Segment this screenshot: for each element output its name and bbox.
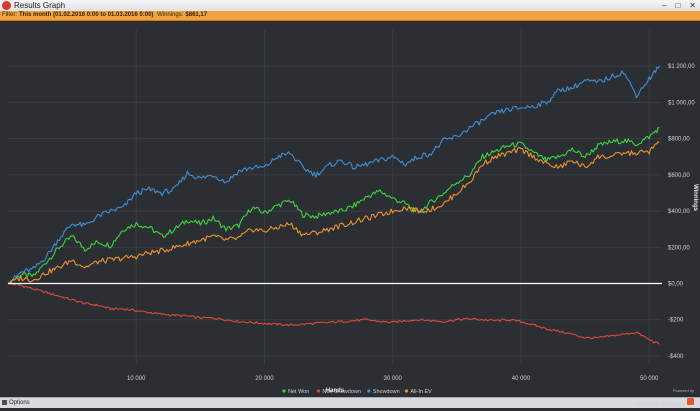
legend-marker xyxy=(282,389,286,393)
y-tick-label: $200,00 xyxy=(668,245,690,251)
y-tick-label: $1 000,00 xyxy=(668,100,695,106)
maximize-button[interactable]: □ xyxy=(675,1,681,10)
legend-label: Showdown xyxy=(373,389,400,395)
series-line-net-won xyxy=(7,126,660,284)
legend-marker xyxy=(367,389,371,393)
legend-marker xyxy=(404,389,408,393)
brand: Powered by HoldFem Manager xyxy=(635,388,694,411)
window-title: Results Graph xyxy=(14,1,66,10)
options-button[interactable]: Options xyxy=(2,398,30,408)
brand-logo-icon xyxy=(687,398,694,406)
minimize-button[interactable]: – xyxy=(662,1,667,10)
y-tick-label: -$400 xyxy=(668,354,684,360)
y-tick-label: $800,00 xyxy=(668,137,690,143)
y-axis-label: Winnings xyxy=(692,184,698,212)
y-tick-label: $600,00 xyxy=(668,173,690,179)
window-controls: – □ ✕ xyxy=(662,0,696,11)
options-label: Options xyxy=(9,400,30,406)
app-icon xyxy=(2,1,11,10)
y-tick-label: $0,00 xyxy=(668,282,684,288)
y-tick-label: $400,00 xyxy=(668,209,690,215)
winnings-value: $861,17 xyxy=(185,12,208,18)
filter-value[interactable]: This month (01.02.2016 0:00 to 01.03.201… xyxy=(19,12,154,18)
brand-name: HoldFem Manager xyxy=(635,402,685,408)
x-tick-label: 30 000 xyxy=(384,376,403,382)
winnings-label: Winnings: xyxy=(157,12,184,18)
series-line-non-showdown xyxy=(7,282,660,345)
legend-label: Net Won xyxy=(288,389,309,395)
series-line-showdown xyxy=(7,65,660,284)
options-icon xyxy=(2,399,7,405)
legend-marker xyxy=(316,389,320,393)
y-tick-label: $1 200,00 xyxy=(668,64,695,70)
x-tick-label: 20 000 xyxy=(255,376,274,382)
filter-bar[interactable]: Filter: This month (01.02.2016 0:00 to 01… xyxy=(0,11,700,21)
bottom-bar: Options Powered by HoldFem Manager xyxy=(0,388,700,408)
filter-label: Filter: xyxy=(2,12,17,18)
legend-label: Non Showdown xyxy=(322,389,361,395)
x-tick-label: 50 000 xyxy=(640,376,659,382)
results-chart: -$400 -$200 $0,00 $200,00 $400,00 $600,00 $800… xyxy=(7,30,698,395)
x-tick-label: 10 000 xyxy=(127,376,146,382)
x-tick-label: 40 000 xyxy=(512,376,531,382)
series-line-all-in-ev xyxy=(7,141,660,285)
y-tick-label: -$200 xyxy=(668,318,684,324)
close-button[interactable]: ✕ xyxy=(689,1,696,10)
legend-label: All-In EV xyxy=(410,389,432,395)
powered-by: Powered by xyxy=(672,388,694,393)
x-axis-label: Hands xyxy=(326,388,345,394)
